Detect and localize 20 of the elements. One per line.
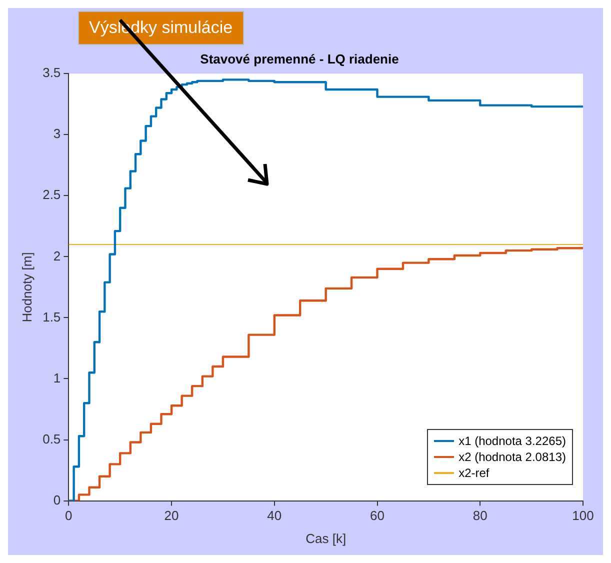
legend-label: x2 (hodnota 2.0813)	[458, 449, 566, 465]
y-axis-title: Hodnoty [m]	[19, 252, 34, 322]
y-tick-label: 0	[53, 492, 61, 508]
y-tick-label: 1.5	[42, 309, 61, 324]
y-tick-label: 2.5	[42, 187, 61, 202]
y-tick-label: 1	[53, 370, 61, 386]
y-tick-label: 2	[53, 248, 61, 264]
y-tick-label: 0.5	[42, 431, 61, 446]
y-tick-label: 3	[53, 126, 61, 142]
x-tick-label: 80	[472, 508, 488, 524]
x-tick-label: 60	[370, 508, 385, 524]
x-tick-label: 40	[267, 508, 282, 524]
x-axis-title: Cas [k]	[306, 530, 346, 546]
legend-label: x1 (hodnota 3.2265)	[458, 433, 566, 449]
legend-label: x2-ref	[458, 465, 490, 481]
x-tick-label: 100	[572, 508, 594, 524]
chart-title: Stavové premenné - LQ riadenie	[200, 51, 399, 66]
x-tick-label: 20	[164, 508, 179, 524]
y-tick-label: 3.5	[42, 65, 61, 80]
x-tick-label: 0	[65, 508, 72, 524]
